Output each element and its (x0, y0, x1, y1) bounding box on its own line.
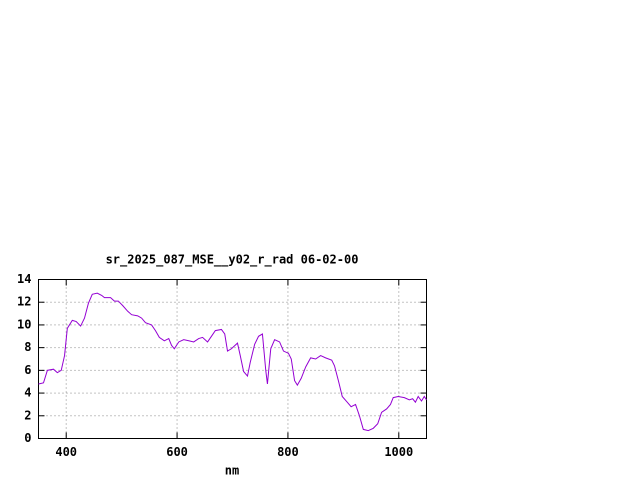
chart-title: sr_2025_087_MSE__y02_r_rad 06-02-00 (106, 253, 359, 268)
y-tick-label: 4 (24, 386, 31, 400)
x-tick-label: 600 (166, 445, 188, 459)
y-tick-label: 12 (17, 295, 31, 309)
x-tick-label: 800 (277, 445, 299, 459)
y-tick-label: 6 (24, 363, 31, 377)
y-tick-label: 8 (24, 340, 31, 354)
x-tick-label: 400 (55, 445, 77, 459)
plot-frame (38, 279, 427, 439)
data-line (38, 292, 427, 432)
x-axis-label: nm (225, 464, 239, 478)
y-tick-label: 14 (17, 272, 31, 286)
y-tick-label: 10 (17, 317, 31, 331)
x-tick-label: 1000 (384, 445, 413, 459)
y-tick-label: 2 (24, 408, 31, 422)
y-tick-label: 0 (24, 431, 31, 445)
